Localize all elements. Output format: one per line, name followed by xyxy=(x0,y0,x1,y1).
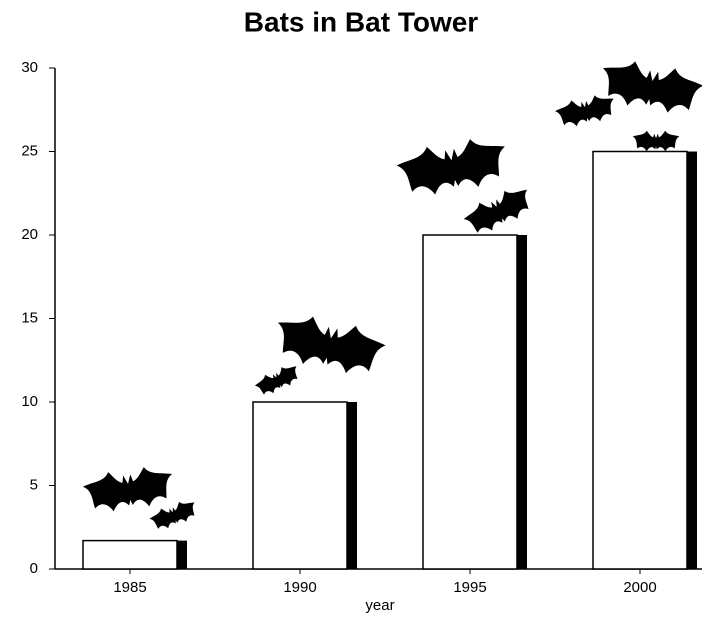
x-tick-label: 2000 xyxy=(623,579,656,596)
bar-shadow xyxy=(687,151,697,569)
y-tick-label: 5 xyxy=(30,476,38,493)
y-tick-label: 30 xyxy=(21,59,38,76)
y-tick-label: 15 xyxy=(21,309,38,326)
bar xyxy=(592,150,688,570)
bar-shadow xyxy=(517,235,527,569)
y-tick-label: 20 xyxy=(21,226,38,243)
bar xyxy=(82,539,178,570)
y-tick-label: 25 xyxy=(21,142,38,159)
bar-shadow xyxy=(347,402,357,569)
bar xyxy=(422,234,518,570)
y-tick-label: 0 xyxy=(30,560,38,577)
x-axis-label: year xyxy=(365,597,394,614)
x-tick-label: 1995 xyxy=(453,579,486,596)
bar xyxy=(252,401,348,570)
x-tick-label: 1985 xyxy=(113,579,146,596)
bar-shadow xyxy=(177,540,187,569)
y-tick-label: 10 xyxy=(21,393,38,410)
x-tick-label: 1990 xyxy=(283,579,316,596)
chart-title: Bats in Bat Tower xyxy=(244,6,479,37)
